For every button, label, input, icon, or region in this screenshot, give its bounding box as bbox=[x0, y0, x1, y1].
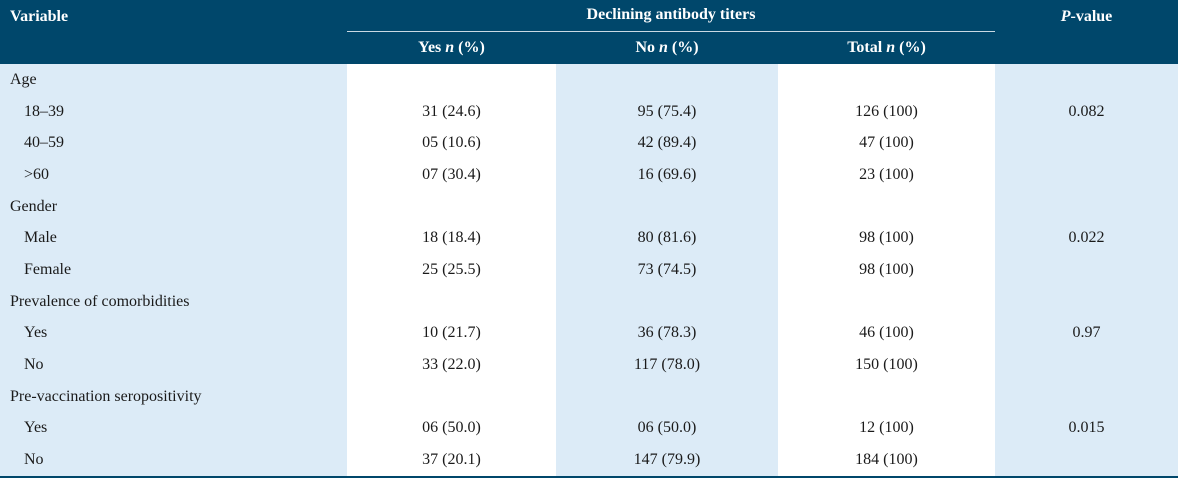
cell-p-value: 0.97 bbox=[995, 317, 1178, 350]
header-yes: Yes n (%) bbox=[347, 32, 556, 64]
cell-no: 117 (78.0) bbox=[556, 349, 778, 381]
table-row: Female 25 (25.5) 73 (74.5) 98 (100) bbox=[0, 254, 1178, 286]
cell-yes bbox=[347, 64, 556, 96]
header-total: Total n (%) bbox=[778, 32, 995, 64]
row-label: No bbox=[0, 444, 347, 478]
cell-p-value bbox=[995, 127, 1178, 160]
cell-yes: 07 (30.4) bbox=[347, 159, 556, 191]
table-row: Yes 06 (50.0) 06 (50.0) 12 (100) 0.015 bbox=[0, 412, 1178, 445]
row-label: >60 bbox=[0, 159, 347, 191]
table-row: Pre-vaccination seropositivity bbox=[0, 380, 1178, 413]
cell-p-value bbox=[995, 159, 1178, 191]
cell-total bbox=[778, 64, 995, 96]
cell-yes: 33 (22.0) bbox=[347, 349, 556, 381]
header-variable: Variable bbox=[0, 0, 347, 64]
table-row: 18–39 31 (24.6) 95 (75.4) 126 (100) 0.082 bbox=[0, 95, 1178, 128]
cell-yes: 06 (50.0) bbox=[347, 412, 556, 445]
cell-yes: 18 (18.4) bbox=[347, 222, 556, 255]
row-label: Yes bbox=[0, 317, 347, 350]
cell-no: 36 (78.3) bbox=[556, 317, 778, 350]
cell-yes: 10 (21.7) bbox=[347, 317, 556, 350]
cell-total: 150 (100) bbox=[778, 349, 995, 381]
cell-p-value bbox=[995, 64, 1178, 96]
row-label: 18–39 bbox=[0, 95, 347, 128]
cell-no: 95 (75.4) bbox=[556, 95, 778, 128]
cell-yes bbox=[347, 380, 556, 413]
cell-total: 23 (100) bbox=[778, 159, 995, 191]
section-label: Prevalence of comorbidities bbox=[0, 285, 347, 318]
cell-no: 147 (79.9) bbox=[556, 444, 778, 478]
cell-no: 42 (89.4) bbox=[556, 127, 778, 160]
cell-p-value: 0.022 bbox=[995, 222, 1178, 255]
cell-yes: 05 (10.6) bbox=[347, 127, 556, 160]
header-no: No n (%) bbox=[556, 32, 778, 64]
cell-no bbox=[556, 285, 778, 318]
cell-yes bbox=[347, 190, 556, 223]
cell-p-value: 0.015 bbox=[995, 412, 1178, 445]
row-label: 40–59 bbox=[0, 127, 347, 160]
table-row: >60 07 (30.4) 16 (69.6) 23 (100) bbox=[0, 159, 1178, 191]
cell-total bbox=[778, 190, 995, 223]
cell-p-value bbox=[995, 285, 1178, 318]
cell-total: 98 (100) bbox=[778, 222, 995, 255]
table-header: Variable Declining antibody titers P-val… bbox=[0, 0, 1178, 64]
section-label: Pre-vaccination seropositivity bbox=[0, 380, 347, 413]
row-label: Yes bbox=[0, 412, 347, 445]
row-label: Male bbox=[0, 222, 347, 255]
cell-p-value bbox=[995, 444, 1178, 478]
cell-no bbox=[556, 380, 778, 413]
cell-total: 12 (100) bbox=[778, 412, 995, 445]
header-group: Declining antibody titers bbox=[347, 0, 995, 32]
table-row: No 33 (22.0) 117 (78.0) 150 (100) bbox=[0, 349, 1178, 381]
table-row: Prevalence of comorbidities bbox=[0, 285, 1178, 318]
table-body: Age 18–39 31 (24.6) 95 (75.4) 126 (100) 0.082… bbox=[0, 64, 1178, 478]
table-row: Gender bbox=[0, 190, 1178, 223]
cell-total: 126 (100) bbox=[778, 95, 995, 128]
cell-no bbox=[556, 190, 778, 223]
row-label: No bbox=[0, 349, 347, 381]
cell-no: 16 (69.6) bbox=[556, 159, 778, 191]
cell-p-value: 0.082 bbox=[995, 95, 1178, 128]
section-label: Gender bbox=[0, 190, 347, 223]
cell-total: 47 (100) bbox=[778, 127, 995, 160]
cell-yes: 37 (20.1) bbox=[347, 444, 556, 478]
cell-no: 73 (74.5) bbox=[556, 254, 778, 286]
header-p-value: P-value bbox=[995, 0, 1178, 64]
cell-no: 06 (50.0) bbox=[556, 412, 778, 445]
table-row: 40–59 05 (10.6) 42 (89.4) 47 (100) bbox=[0, 127, 1178, 160]
table-row: Age bbox=[0, 64, 1178, 96]
section-label: Age bbox=[0, 64, 347, 96]
cell-total: 184 (100) bbox=[778, 444, 995, 478]
cell-yes bbox=[347, 285, 556, 318]
cell-p-value bbox=[995, 380, 1178, 413]
table-row: Yes 10 (21.7) 36 (78.3) 46 (100) 0.97 bbox=[0, 317, 1178, 350]
header-group-label: Declining antibody titers bbox=[347, 0, 995, 32]
cell-yes: 31 (24.6) bbox=[347, 95, 556, 128]
cell-no: 80 (81.6) bbox=[556, 222, 778, 255]
cell-total: 46 (100) bbox=[778, 317, 995, 350]
cell-total bbox=[778, 380, 995, 413]
cell-total: 98 (100) bbox=[778, 254, 995, 286]
cell-p-value bbox=[995, 349, 1178, 381]
cell-total bbox=[778, 285, 995, 318]
cell-yes: 25 (25.5) bbox=[347, 254, 556, 286]
cell-p-value bbox=[995, 190, 1178, 223]
cell-no bbox=[556, 64, 778, 96]
cell-p-value bbox=[995, 254, 1178, 286]
table-row: No 37 (20.1) 147 (79.9) 184 (100) bbox=[0, 444, 1178, 478]
table-row: Male 18 (18.4) 80 (81.6) 98 (100) 0.022 bbox=[0, 222, 1178, 255]
row-label: Female bbox=[0, 254, 347, 286]
